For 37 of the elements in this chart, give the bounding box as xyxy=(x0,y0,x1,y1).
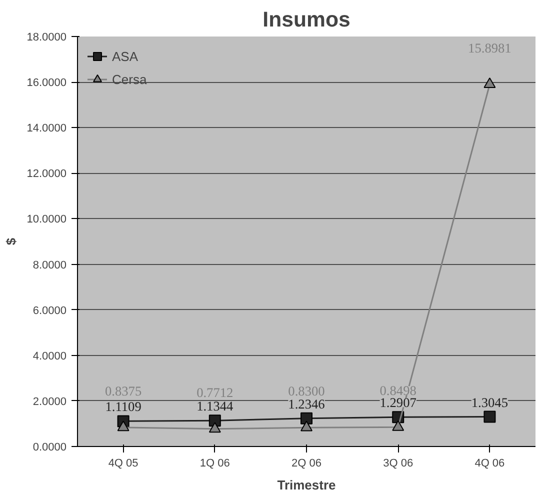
data-label: 1.1344 xyxy=(196,398,234,414)
data-label: 1.1109 xyxy=(105,399,142,414)
y-tick-label: 8.0000 xyxy=(32,259,67,272)
point xyxy=(392,420,404,431)
y-tick-label: 14.0000 xyxy=(26,122,67,135)
y-axis-title: $ xyxy=(4,237,19,246)
y-tick-label: 2.0000 xyxy=(32,396,67,408)
chart-title: Insumos xyxy=(262,8,350,32)
x-tick-label: 2Q 06 xyxy=(292,458,322,470)
y-tick-label: 6.0000 xyxy=(32,304,67,317)
data-label: 0.7712 xyxy=(196,384,234,400)
y-tick-label: 12.0000 xyxy=(26,168,67,180)
data-label: 1.2346 xyxy=(288,396,326,412)
data-label: 1.2907 xyxy=(380,395,417,410)
y-tick-label: 10.0000 xyxy=(26,214,67,226)
data-label: 15.8981 xyxy=(468,40,512,56)
x-axis-title: Trimestre xyxy=(277,478,336,492)
data-label: 0.8300 xyxy=(288,384,326,399)
point xyxy=(300,412,312,424)
y-tick-label: 0.0000 xyxy=(32,442,67,454)
point xyxy=(117,420,130,432)
data-label: 0.8498 xyxy=(380,383,417,398)
data-label: 0.8375 xyxy=(104,383,142,398)
point xyxy=(208,422,221,433)
point xyxy=(484,78,496,88)
x-tick-label: 3Q 06 xyxy=(383,458,414,470)
y-tick-label: 18.0000 xyxy=(26,32,67,44)
y-tick-label: 4.0000 xyxy=(32,350,67,362)
point xyxy=(300,420,312,432)
legend-label: ASA xyxy=(112,48,138,64)
point xyxy=(208,414,221,427)
data-label: 1.3045 xyxy=(471,394,508,410)
x-tick-label: 4Q 05 xyxy=(108,458,138,470)
point xyxy=(484,410,496,423)
y-tick-label: 16.0000 xyxy=(26,77,67,90)
x-tick-label: 4Q 06 xyxy=(474,458,505,470)
x-tick-label: 1Q 06 xyxy=(200,458,230,470)
